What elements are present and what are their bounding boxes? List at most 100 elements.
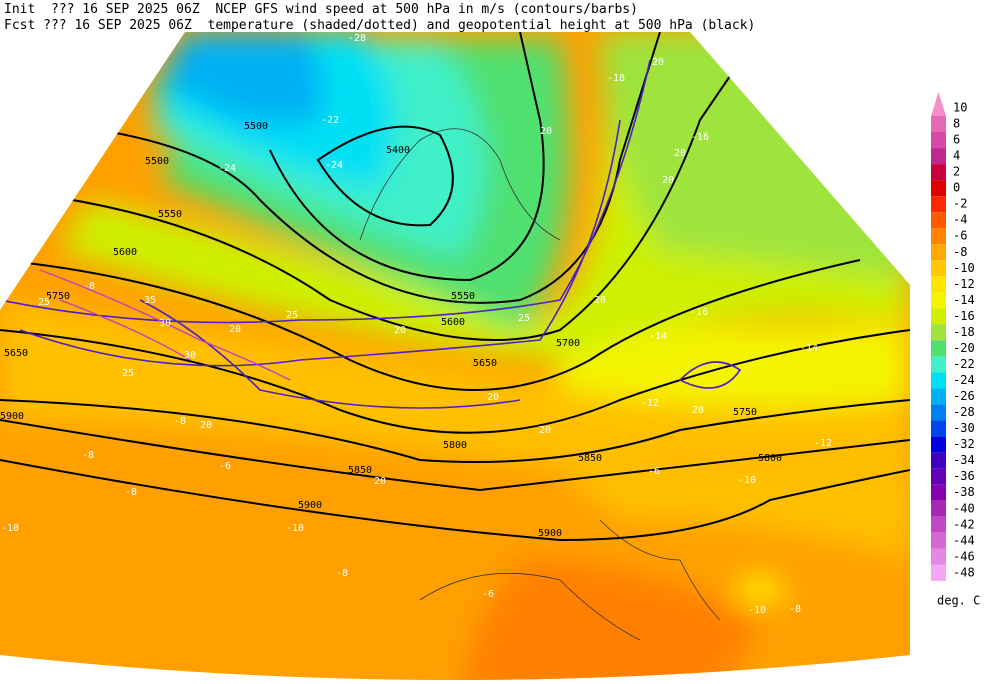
temperature-label: -18 [607, 73, 625, 84]
temperature-label: -6 [219, 461, 231, 472]
colorbar-label: -10 [953, 261, 975, 275]
temperature-label: -12 [641, 398, 659, 409]
height-label: 5700 [556, 338, 580, 349]
colorbar-unit: deg. C [937, 594, 980, 608]
colorbar-label: -48 [953, 565, 975, 579]
colorbar-segment [931, 548, 946, 565]
wind-label: 20 [487, 392, 499, 403]
temperature-label: -16 [690, 307, 708, 318]
height-label: 5750 [733, 407, 757, 418]
wind-label: 20 [394, 325, 406, 336]
height-label: 5650 [4, 348, 28, 359]
wind-label: 20 [229, 324, 241, 335]
height-label: 5900 [0, 411, 24, 422]
temperature-label: -10 [286, 523, 304, 534]
temperature-label: -24 [218, 163, 236, 174]
temperature-label: -24 [325, 160, 343, 171]
colorbar-label: -22 [953, 357, 975, 371]
colorbar: 10 8 6 4 2 0 -2 -4 -6 -8 -10 -12 -14 -16 -18 -20 -22 -24 -… [931, 91, 975, 581]
colorbar-segment [931, 260, 946, 277]
colorbar-segment [931, 420, 946, 437]
height-label: 5600 [113, 247, 137, 258]
colorbar-label: -34 [953, 453, 975, 467]
colorbar-label: 2 [953, 165, 960, 179]
wind-label: 35 [144, 295, 156, 306]
colorbar-label: -6 [953, 229, 967, 243]
wind-label: 30 [184, 350, 196, 361]
colorbar-label: -18 [953, 325, 975, 339]
map-labels: 5400 5500 5500 5550 5600 5750 5650 5900 5900 5900… [0, 33, 832, 616]
wind-label: 25 [38, 297, 50, 308]
colorbar-segment [931, 292, 946, 309]
temperature-label: -8 [336, 568, 348, 579]
height-label: 5850 [348, 465, 372, 476]
height-label: 5800 [758, 453, 782, 464]
wind-label: 20 [662, 175, 674, 186]
temperature-label: -8 [83, 281, 95, 292]
temperature-label: -8 [82, 450, 94, 461]
colorbar-label: -16 [953, 309, 975, 323]
wind-label: 20 [594, 295, 606, 306]
colorbar-label: -12 [953, 277, 975, 291]
temperature-label: -16 [691, 132, 709, 143]
height-label: 5850 [578, 453, 602, 464]
wind-label: 20 [540, 126, 552, 137]
height-label: 5550 [451, 291, 475, 302]
coastlines [359, 128, 721, 641]
temperature-label: -10 [748, 605, 766, 616]
header-line: Fcst ??? 16 SEP 2025 06Z temperature (sh… [4, 18, 755, 33]
colorbar-label: -8 [953, 245, 967, 259]
colorbar-label: -20 [953, 341, 975, 355]
colorbar-segment [931, 516, 946, 533]
wind-label: 25 [122, 368, 134, 379]
colorbar-segment [931, 132, 946, 149]
temperature-label: -28 [348, 33, 366, 44]
colorbar-label: 10 [953, 101, 967, 115]
height-label: 5650 [473, 358, 497, 369]
colorbar-label: -28 [953, 405, 975, 419]
temperature-label: -8 [125, 487, 137, 498]
colorbar-segment [931, 180, 946, 197]
colorbar-segment [931, 404, 946, 421]
temperature-label: -8 [174, 416, 186, 427]
colorbar-segment [931, 116, 946, 133]
colorbar-label: 4 [953, 149, 960, 163]
colorbar-segment [931, 324, 946, 341]
height-label: 5400 [386, 145, 410, 156]
colorbar-segment [931, 340, 946, 357]
temperature-label: -6 [648, 466, 660, 477]
colorbar-label: -2 [953, 197, 967, 211]
colorbar-segment [931, 91, 946, 117]
height-label: 5900 [538, 528, 562, 539]
temperature-label: -6 [482, 589, 494, 600]
colorbar-label: -44 [953, 533, 975, 547]
colorbar-label: -38 [953, 485, 975, 499]
colorbar-segment [931, 212, 946, 229]
colorbar-label: -32 [953, 437, 975, 451]
wind-label: 20 [374, 476, 386, 487]
header-line: Init ??? 16 SEP 2025 06Z NCEP GFS wind s… [4, 2, 638, 17]
wind-label: 20 [652, 57, 664, 68]
temperature-label: -10 [1, 523, 19, 534]
temperature-label: -14 [649, 331, 667, 342]
colorbar-segment [931, 468, 946, 485]
colorbar-label: -26 [953, 389, 975, 403]
temperature-label: -22 [321, 115, 339, 126]
colorbar-label: -4 [953, 213, 967, 227]
height-label: 5800 [443, 440, 467, 451]
colorbar-segment [931, 372, 946, 389]
height-label: 5550 [158, 209, 182, 220]
colorbar-segment [931, 356, 946, 373]
colorbar-label: 8 [953, 117, 960, 131]
colorbar-label: -36 [953, 469, 975, 483]
wind-label: 20 [200, 420, 212, 431]
wind-label: 25 [518, 313, 530, 324]
colorbar-segment [931, 308, 946, 325]
wind-label: 20 [539, 425, 551, 436]
wind-contours [0, 59, 742, 409]
temperature-label: -8 [789, 604, 801, 615]
wind-label: 25 [286, 310, 298, 321]
colorbar-segment [931, 452, 946, 469]
